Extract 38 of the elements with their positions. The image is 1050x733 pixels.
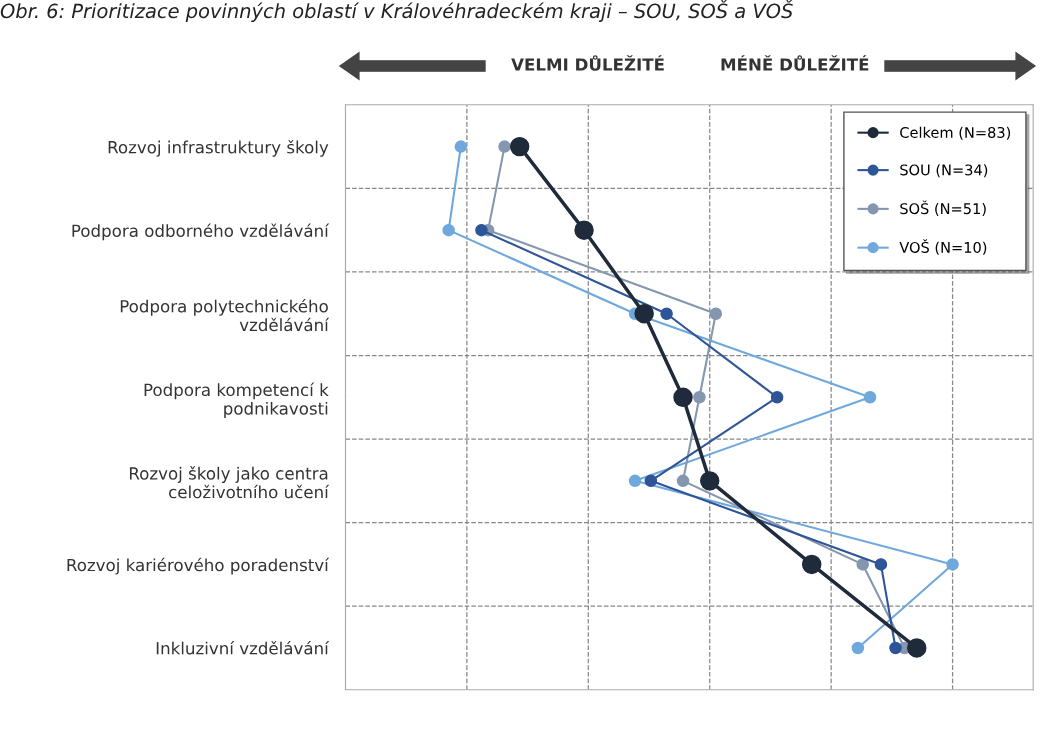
point: [509, 136, 530, 157]
text: MÉNĚ DŮLEŽITÉ: [721, 55, 869, 71]
point: [889, 641, 902, 655]
point: [634, 304, 654, 324]
legend-label: SOU (N=34): [900, 164, 988, 178]
y-tick-label: Podpora kompetencí k podnikavosti: [144, 382, 329, 419]
point: [946, 558, 959, 571]
point: [700, 471, 720, 491]
point: [574, 220, 594, 240]
point: [863, 391, 877, 404]
point: [454, 140, 468, 153]
y-tick-label: Rozvoj kariérového poradenství: [67, 557, 330, 575]
text: VELMI DŮLEŽITÉ: [511, 55, 664, 71]
legend-label: Celkem (N=83): [900, 126, 1011, 140]
point: [770, 391, 784, 404]
point: [907, 638, 927, 658]
y-tick-label: Inkluzivní vzdělávání: [156, 640, 330, 655]
point: [856, 558, 869, 571]
point: [660, 307, 673, 320]
point: [676, 474, 690, 488]
chart-title: Obr. 6: Prioritizace povinných oblastí v Královéhradeckém kraji – SOU, SOŠ a VOŠ: [0, 0, 793, 23]
point: [709, 307, 723, 320]
point: [628, 474, 642, 488]
point: [801, 554, 822, 575]
point: [851, 641, 865, 655]
point: [498, 140, 511, 153]
y-tick-label: Rozvoj školy jako centra celoživotního učení: [129, 466, 330, 499]
legend-label: SOŠ (N=51): [900, 200, 986, 216]
point: [442, 223, 455, 237]
y-tick-label: Podpora odborného vzdělávání: [72, 223, 330, 241]
y-tick-label: Rozvoj infrastruktury školy: [108, 139, 329, 157]
point: [673, 387, 693, 408]
point: [644, 474, 658, 488]
point: [693, 391, 706, 404]
point: [874, 558, 888, 571]
y-tick-label: Podpora polytechnického vzdělávání: [120, 298, 330, 332]
legend-label: VOŠ (N=10): [899, 239, 987, 255]
point: [475, 223, 488, 237]
